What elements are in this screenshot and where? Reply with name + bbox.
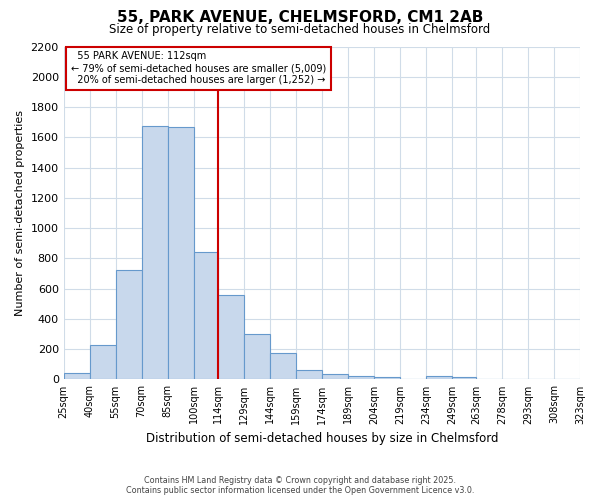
Bar	[116, 270, 142, 380]
Text: 55, PARK AVENUE, CHELMSFORD, CM1 2AB: 55, PARK AVENUE, CHELMSFORD, CM1 2AB	[117, 10, 483, 25]
Text: Contains HM Land Registry data © Crown copyright and database right 2025.
Contai: Contains HM Land Registry data © Crown c…	[126, 476, 474, 495]
Bar	[322, 374, 348, 380]
X-axis label: Distribution of semi-detached houses by size in Chelmsford: Distribution of semi-detached houses by …	[146, 432, 498, 445]
Bar	[218, 294, 244, 380]
Bar	[89, 346, 116, 380]
Bar	[426, 376, 452, 380]
Bar	[194, 252, 218, 380]
Y-axis label: Number of semi-detached properties: Number of semi-detached properties	[15, 110, 25, 316]
Bar	[374, 377, 400, 380]
Bar	[167, 128, 194, 380]
Bar	[270, 353, 296, 380]
Text: 55 PARK AVENUE: 112sqm  
← 79% of semi-detached houses are smaller (5,009)
  20%: 55 PARK AVENUE: 112sqm ← 79% of semi-det…	[71, 52, 326, 84]
Bar	[348, 376, 374, 380]
Bar	[142, 126, 167, 380]
Text: Size of property relative to semi-detached houses in Chelmsford: Size of property relative to semi-detach…	[109, 22, 491, 36]
Bar	[64, 374, 89, 380]
Bar	[296, 370, 322, 380]
Bar	[244, 334, 270, 380]
Bar	[452, 377, 476, 380]
